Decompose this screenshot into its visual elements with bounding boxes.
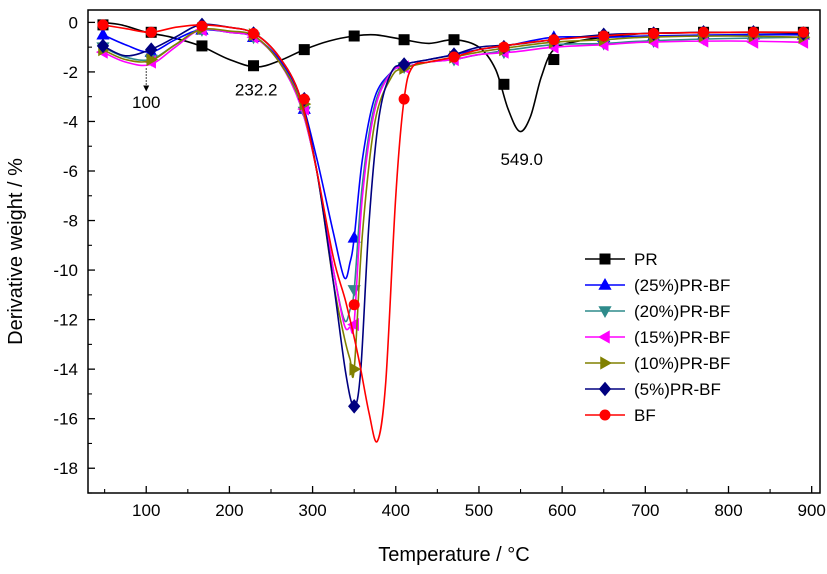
data-point	[448, 34, 460, 46]
data-point	[347, 230, 361, 243]
data-point	[498, 78, 510, 90]
y-tick-label: -18	[53, 459, 78, 478]
y-tick-label: -2	[63, 63, 78, 82]
x-tick-label: 300	[298, 501, 326, 520]
legend-marker	[599, 253, 611, 265]
y-axis-title: Derivative weight / %	[5, 158, 27, 345]
legend-label: (20%)PR-BF	[634, 302, 730, 321]
peak-annotation: 100	[132, 93, 160, 112]
y-tick-label: -4	[63, 112, 78, 131]
legend-marker	[597, 330, 610, 344]
data-point	[698, 26, 710, 38]
x-tick-label: 700	[631, 501, 659, 520]
data-point	[498, 41, 510, 53]
data-point	[348, 399, 361, 414]
data-point	[145, 26, 157, 38]
legend-marker	[599, 409, 611, 421]
x-tick-label: 800	[714, 501, 742, 520]
data-point	[448, 51, 460, 63]
data-point	[349, 362, 362, 376]
y-tick-label: -14	[53, 360, 78, 379]
legend-item: BF	[585, 406, 656, 425]
data-point	[397, 57, 411, 72]
series-layer	[95, 17, 811, 443]
annotation-arrow-head	[143, 85, 150, 92]
annotation-layer: 100 232.2 549.0	[132, 68, 543, 169]
y-tick-label: -12	[53, 311, 78, 330]
y-axis: 0 -2 -4 -6 -8 -10 -12 -14 -16 -18	[53, 13, 95, 494]
legend-marker	[600, 356, 613, 370]
legend-label: PR	[634, 250, 658, 269]
legend-item: (15%)PR-BF	[585, 328, 730, 347]
data-point	[248, 28, 260, 40]
legend-marker	[598, 306, 612, 319]
series-bf	[97, 19, 809, 443]
data-point	[145, 42, 158, 57]
series-line	[102, 28, 804, 280]
series-line	[102, 23, 804, 408]
legend-item: (20%)PR-BF	[585, 302, 730, 321]
peak-annotation: 549.0	[500, 150, 543, 169]
series--10-pr-bf	[98, 21, 811, 379]
x-axis: 100 200 300 400 500 600 700 800 900	[104, 486, 826, 520]
data-point	[598, 30, 610, 42]
data-point	[248, 60, 260, 72]
data-point	[648, 28, 660, 40]
legend-item: (10%)PR-BF	[585, 354, 730, 373]
data-point	[97, 19, 109, 31]
x-tick-label: 100	[132, 501, 160, 520]
y-tick-label: -6	[63, 162, 78, 181]
data-point	[196, 20, 208, 32]
legend-label: (15%)PR-BF	[634, 328, 730, 347]
x-tick-label: 600	[548, 501, 576, 520]
data-point	[348, 30, 360, 42]
legend: PR (25%)PR-BF (20%)PR-BF (15%)PR-BF (10%)PR-…	[585, 250, 730, 425]
series-line	[102, 28, 804, 379]
x-tick-label: 500	[465, 501, 493, 520]
data-point	[797, 26, 809, 38]
legend-label: (5%)PR-BF	[634, 380, 721, 399]
data-point	[398, 93, 410, 105]
peak-annotation: 232.2	[235, 80, 278, 99]
legend-item: PR	[585, 250, 658, 269]
data-point	[146, 52, 159, 67]
y-tick-label: -8	[63, 212, 78, 231]
data-point	[348, 299, 360, 311]
data-point	[298, 44, 310, 56]
data-point	[548, 34, 560, 46]
data-point	[347, 317, 359, 332]
data-point	[398, 34, 410, 46]
data-point	[548, 54, 560, 66]
y-tick-label: 0	[69, 13, 78, 32]
x-tick-label: 900	[797, 501, 825, 520]
legend-label: BF	[634, 406, 656, 425]
x-axis-title: Temperature / °C	[378, 544, 529, 566]
data-point	[298, 93, 310, 105]
legend-marker	[598, 381, 612, 397]
plot-frame	[87, 9, 821, 494]
data-point	[96, 38, 110, 54]
data-point	[747, 26, 759, 38]
legend-item: (25%)PR-BF	[585, 276, 730, 295]
y-tick-label: -10	[53, 261, 78, 280]
data-point	[196, 40, 208, 52]
legend-label: (10%)PR-BF	[634, 354, 730, 373]
legend-marker	[598, 277, 612, 290]
legend-label: (25%)PR-BF	[634, 276, 730, 295]
x-tick-label: 400	[382, 501, 410, 520]
y-tick-label: -16	[53, 410, 78, 429]
legend-item: (5%)PR-BF	[585, 380, 721, 399]
series-line	[102, 24, 804, 443]
x-tick-label: 200	[215, 501, 243, 520]
